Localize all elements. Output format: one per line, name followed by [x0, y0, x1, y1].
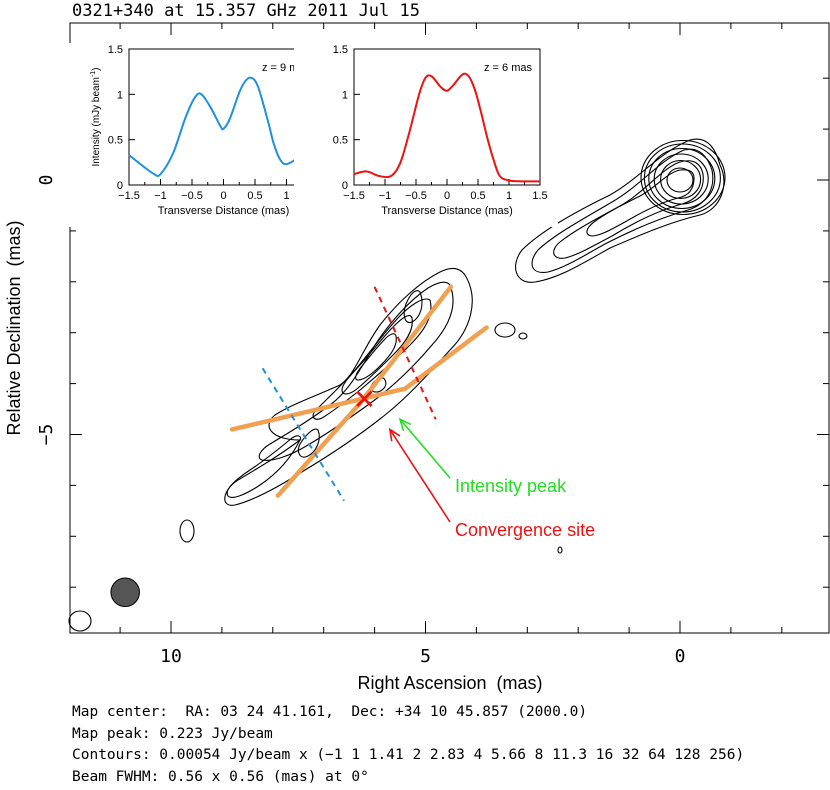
inset-x-tick-label: 0: [220, 190, 226, 202]
inset-x-tick-label: −1: [379, 190, 392, 202]
convergence-marker: ✕: [353, 384, 376, 415]
inset-y-tick-label: 1: [342, 89, 348, 101]
beam-line: Beam FWHM: 0.56 x 0.56 (mas) at 0°: [72, 768, 369, 785]
inset-y-axis-label-close: ): [91, 67, 102, 70]
figure-title: 0321+340 at 15.357 GHz 2011 Jul 15: [72, 1, 420, 21]
intensity-peak-label: Intensity peak: [455, 476, 567, 496]
inset-x-tick-label: −0.5: [181, 190, 203, 202]
ridge-line: [275, 401, 362, 498]
intensity-peak-arrow-shaft: [399, 418, 451, 479]
inset-y-tick-label: 0: [342, 180, 348, 192]
map-footer: Map center: RA: 03 24 41.161, Dec: +34 1…: [72, 702, 744, 788]
inset-x-tick-label: −1.5: [343, 190, 365, 202]
figure: 0321+340 at 15.357 GHz 2011 Jul 15 10 5 00…: [4, 1, 830, 693]
inset-x-axis-label: Transverse Distance (mas): [381, 205, 513, 217]
inset-x-axis-label: Transverse Distance (mas): [158, 205, 290, 217]
jet-contour: [515, 138, 725, 283]
inset-y-tick-label: 1.5: [333, 44, 348, 56]
main-axis-ticks: 10 5 00−5: [36, 23, 829, 667]
stray-contour: [494, 322, 516, 338]
inset-x-tick-label: 1.5: [532, 190, 547, 202]
ridge-line: [357, 284, 454, 407]
inset-y-tick-label: 1.5: [108, 44, 123, 56]
convergence-site-arrow-shaft: [389, 428, 451, 523]
inset-profile-z6: −1.5 −1 −0.5 0 0.5 1 1.5 0 0.5 1 1.5 Transverse Dis…: [294, 43, 558, 227]
contours-line: Contours: 0.00054 Jy/beam x (−1 1 1.41 2…: [72, 747, 745, 763]
x-axis-label: Right Ascension (mas): [357, 673, 542, 693]
inset-y-tick-label: 0: [117, 180, 123, 192]
jet-contour: [531, 148, 714, 273]
inset-z-label: z = 6 mas: [484, 62, 532, 74]
knot-contour: [226, 435, 302, 498]
core-contour: [660, 159, 702, 200]
y-tick-label: −5: [36, 424, 57, 446]
inset-y-tick-label: 1: [117, 89, 123, 101]
convergence-site-label: Convergence site: [455, 520, 595, 540]
y-axis-label: Relative Declination (mas): [4, 220, 24, 435]
slice-line: [373, 286, 437, 420]
main-plot-frame: [69, 22, 830, 634]
intensity-peak-arrow-head: [398, 417, 412, 431]
y-tick-label: 0: [36, 175, 57, 186]
convergence-site-arrow-head: [388, 427, 401, 442]
knot-contour: [258, 281, 454, 461]
inset-x-tick-label: 0.5: [247, 190, 262, 202]
inset-y-tick-label: 0.5: [333, 135, 348, 147]
contour-map: [68, 138, 726, 632]
ridge-line: [402, 325, 489, 391]
stray-contour: [518, 332, 528, 340]
knot-contour: [403, 290, 423, 324]
map-center-line: Map center: RA: 03 24 41.161, Dec: +34 1…: [72, 704, 588, 720]
stray-contour: [557, 546, 563, 554]
inset-y-axis-label: Intensity (mJy beam-1): [90, 67, 102, 166]
inset-background: [294, 43, 558, 227]
knot-contour: [312, 298, 432, 420]
knot-contour: [297, 428, 320, 458]
core-contour: [666, 167, 694, 193]
x-tick-label: 10: [160, 646, 182, 667]
map-peak-line: Map peak: 0.223 Jy/beam: [72, 725, 273, 742]
inset-x-tick-label: 0.5: [470, 190, 485, 202]
stray-contour: [179, 519, 195, 543]
inset-x-tick-label: −0.5: [405, 190, 427, 202]
annotation-overlay: ✕ Intensity peak Convergence site: [229, 284, 595, 540]
knot-contour: [224, 267, 473, 506]
inset-x-tick-label: 0: [444, 190, 450, 202]
inset-y-tick-label: 0.5: [108, 135, 123, 147]
stray-contour: [68, 610, 92, 632]
inset-x-tick-label: 1: [283, 190, 289, 202]
x-tick-label: 0: [675, 646, 686, 667]
inset-y-axis-label-sup: -1: [90, 71, 97, 77]
knot-contour: [341, 315, 413, 395]
x-tick-label: 5: [420, 646, 431, 667]
beam-ellipse: [110, 577, 140, 608]
inset-x-tick-label: −1.5: [118, 190, 140, 202]
inset-background: [69, 43, 336, 227]
inset-x-tick-label: 1: [506, 190, 512, 202]
core-contour: [640, 139, 726, 216]
profile-curve: [353, 72, 541, 183]
jet-contour: [553, 160, 704, 259]
jet-contour: [586, 169, 695, 237]
inset-x-tick-label: −1: [154, 190, 167, 202]
core-contour: [648, 147, 716, 210]
profile-curve: [128, 76, 319, 178]
knot-contour: [355, 333, 397, 381]
ridge-line: [229, 386, 408, 432]
slice-line: [261, 367, 345, 502]
